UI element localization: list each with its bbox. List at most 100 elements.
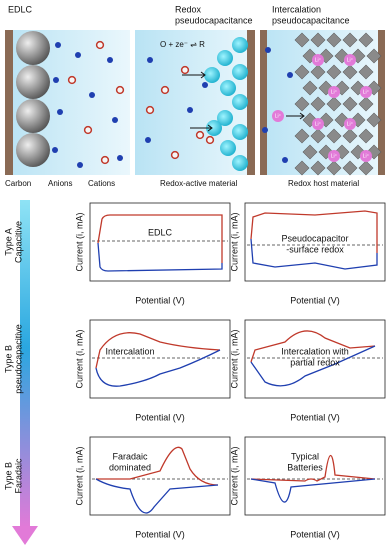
li-ion xyxy=(312,54,324,66)
ion-label: Li⁺ xyxy=(315,121,322,127)
plot-label: Intercalation xyxy=(105,346,154,356)
redox-active-particle xyxy=(204,67,220,83)
plot-frame xyxy=(89,436,231,516)
anion xyxy=(282,157,288,163)
anodic-curve xyxy=(97,214,223,263)
anion xyxy=(77,162,83,168)
host-lattice xyxy=(326,64,342,80)
schematic: EDLC Redox pseudocapacitance Intercalati… xyxy=(5,4,385,188)
ion-label: Li⁺ xyxy=(331,89,338,95)
host-lattice xyxy=(326,32,342,48)
plot-frame xyxy=(89,319,231,399)
host-lattice xyxy=(342,96,358,112)
cathodic-curve xyxy=(250,345,376,387)
ion-label: Li⁺ xyxy=(347,121,354,127)
label: Anions xyxy=(48,179,72,188)
li-ion xyxy=(328,150,340,162)
plot-label: EDLC xyxy=(148,227,173,237)
anodic-curve xyxy=(250,210,378,253)
panel-title: Intercalation xyxy=(272,4,321,14)
redox-active-particle xyxy=(232,37,248,53)
anion xyxy=(287,72,293,78)
cathodic-curve xyxy=(97,242,223,272)
cation xyxy=(100,155,110,165)
cv-plot: EDLC Potential (V) Current (i, mA) xyxy=(74,202,231,305)
cation xyxy=(83,125,93,135)
anodic-curve xyxy=(96,446,219,486)
host-lattice xyxy=(302,80,318,96)
y-axis-label: Current (i, mA) xyxy=(229,212,239,271)
electrode xyxy=(5,30,13,175)
ion-label: Li⁺ xyxy=(331,153,338,159)
anion xyxy=(117,155,123,161)
y-axis-label: Current (i, mA) xyxy=(74,212,84,271)
plot-label: Faradaic xyxy=(112,451,148,461)
carbon-sphere xyxy=(16,31,50,65)
anion xyxy=(202,82,208,88)
host-lattice xyxy=(310,64,326,80)
plot-label: Batteries xyxy=(287,462,323,472)
redox-active-particle xyxy=(232,64,248,80)
arrow xyxy=(286,112,305,120)
ion-label: Li⁺ xyxy=(363,153,370,159)
electrode xyxy=(247,30,255,175)
host-lattice xyxy=(294,32,310,48)
row-subtitle: Capacitive xyxy=(13,221,23,263)
redox-active-particle xyxy=(232,155,248,171)
cathodic-curve xyxy=(250,238,378,270)
redox-active-particle xyxy=(217,50,233,66)
host-lattice xyxy=(326,96,342,112)
anodic-curve xyxy=(250,330,376,363)
host-lattice xyxy=(342,32,358,48)
redox-active-particle xyxy=(232,94,248,110)
carbon-sphere xyxy=(16,65,50,99)
anodic-curve xyxy=(250,454,376,482)
plot-label: Pseudocapacitor xyxy=(281,233,348,243)
cation xyxy=(115,85,125,95)
ion-label: Li⁺ xyxy=(347,57,354,63)
redox-active-particle xyxy=(220,140,236,156)
anion xyxy=(262,127,268,133)
arrow xyxy=(190,124,213,132)
y-axis-label: Current (i, mA) xyxy=(229,329,239,388)
label: Carbon xyxy=(5,179,31,188)
host-lattice xyxy=(294,128,310,144)
host-lattice xyxy=(358,160,374,176)
anion xyxy=(75,52,81,58)
electrode xyxy=(260,30,267,175)
host-lattice xyxy=(358,32,374,48)
ion-label: Li⁺ xyxy=(275,113,282,119)
y-axis-label: Current (i, mA) xyxy=(74,329,84,388)
row-subtitle: Faradaic xyxy=(13,458,23,494)
y-axis-label: Current (i, mA) xyxy=(229,446,239,505)
host-lattice xyxy=(358,96,374,112)
cathodic-curve xyxy=(95,349,221,387)
x-axis-label: Potential (V) xyxy=(290,412,340,422)
plot-label: dominated xyxy=(109,462,151,472)
host-lattice xyxy=(326,160,342,176)
equation: O + ze⁻ ⇌ R xyxy=(160,40,205,49)
label: Redox host material xyxy=(288,179,359,188)
cation xyxy=(67,75,77,85)
li-ion xyxy=(344,118,356,130)
x-axis-label: Potential (V) xyxy=(290,295,340,305)
host-lattice xyxy=(310,32,326,48)
electrode xyxy=(378,30,385,175)
redox-active-particle xyxy=(217,110,233,126)
arrow-shaft xyxy=(20,200,30,528)
x-axis-label: Potential (V) xyxy=(135,412,185,422)
arrow-head xyxy=(12,526,38,545)
ion-label: Li⁺ xyxy=(363,89,370,95)
cation xyxy=(205,135,215,145)
li-ion xyxy=(360,86,372,98)
host-lattice xyxy=(310,96,326,112)
label: Redox-active material xyxy=(160,179,238,188)
anion xyxy=(147,57,153,63)
row-type: Type B xyxy=(3,462,13,490)
plot-frame xyxy=(244,436,386,516)
host-lattice xyxy=(326,128,342,144)
cation xyxy=(145,105,155,115)
anion xyxy=(55,42,61,48)
